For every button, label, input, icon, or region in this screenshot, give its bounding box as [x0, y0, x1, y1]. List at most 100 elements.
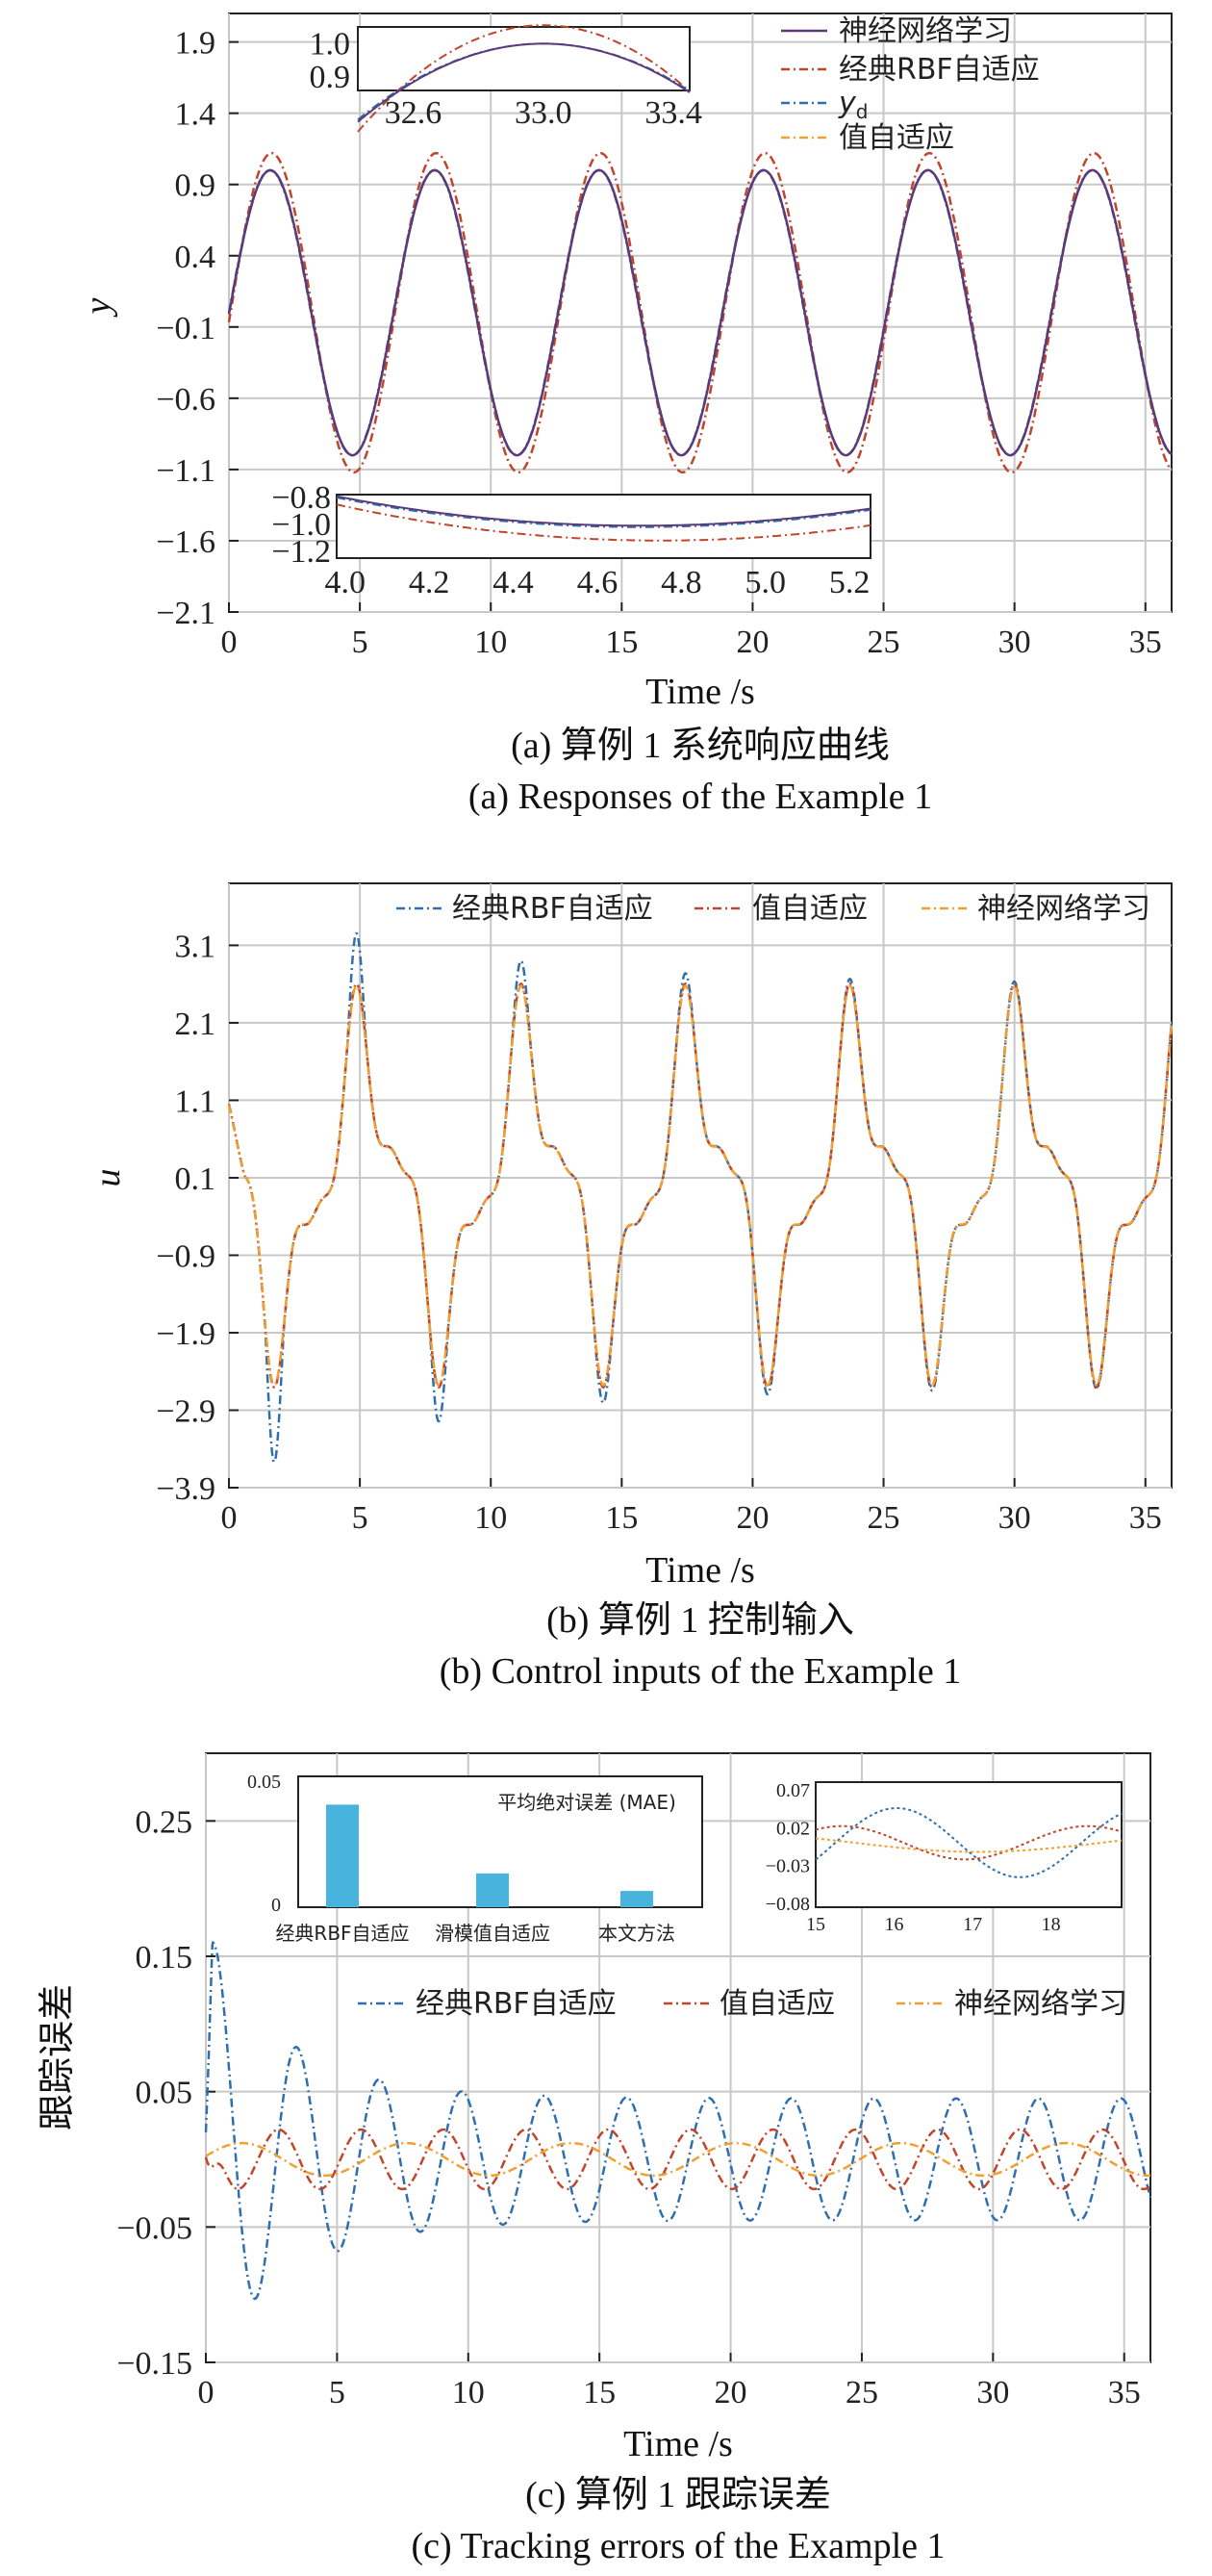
ytick-3: 0.4 — [175, 240, 216, 275]
xtick-4: 20 — [736, 625, 769, 660]
inset-bottom-series — [336, 495, 871, 542]
zoom-rbf — [815, 1807, 1123, 1878]
panel-b: 0 5 10 15 20 25 30 35 3.1 2.1 1.1 0.1 −0.9 −1.9 −2.9 −… — [88, 882, 1174, 1692]
ytick-5: −1.9 — [156, 1316, 215, 1352]
legend-c-nn: 神经网络学习 — [954, 1987, 1127, 2021]
inset2-xtick-1: 4.2 — [409, 565, 450, 600]
panel-a-ylabel: y — [78, 297, 118, 318]
xtick-5: 25 — [846, 2375, 878, 2410]
ytick-8: −2.1 — [156, 596, 215, 631]
bar-cat-0: 经典RBF自适应 — [275, 1922, 409, 1945]
legend-a-rbf: 经典RBF自适应 — [839, 53, 1040, 87]
panel-b-xlabel: Time /s — [645, 1550, 755, 1591]
panel-c-legend: 经典RBF自适应 值自适应 神经网络学习 — [358, 1987, 1127, 2021]
panel-c-series — [204, 1940, 1152, 2301]
panel-a-inset-top: 32.6 33.0 33.4 1.00.9 — [310, 24, 702, 133]
panel-c-xticks: 0 5 10 15 20 25 30 35 — [198, 2375, 1141, 2410]
panel-a-xlabel: Time /s — [645, 672, 755, 712]
series-c-rbf — [204, 1940, 1152, 2301]
series-b-val — [227, 982, 1174, 1390]
zoom-nn — [815, 1837, 1123, 1853]
xtick-2: 10 — [452, 2375, 485, 2410]
ytick-4: −0.9 — [156, 1238, 215, 1274]
legend-a-nn: 神经网络学习 — [839, 14, 1012, 48]
panel-b-yticks: 3.1 2.1 1.1 0.1 −0.9 −1.9 −2.9 −3.9 — [156, 929, 215, 1507]
inset2-xtick-4: 4.8 — [661, 565, 702, 600]
zoom-ytick-0: 0.07 — [776, 1780, 810, 1801]
xtick-4: 20 — [715, 2375, 747, 2410]
caption-c-en: (c) Tracking errors of the Example 1 — [411, 2526, 945, 2566]
xtick-7: 35 — [1129, 625, 1162, 660]
panel-c-zoom-inset: 15 16 17 18 0.07 0.02 −0.03 −0.08 — [766, 1780, 1123, 1935]
legend-a-yd: yd — [838, 87, 868, 123]
panel-b-grid — [228, 883, 1172, 1489]
xtick-3: 15 — [605, 625, 638, 660]
bar-inset-title: 平均绝对误差 (MAE) — [497, 1791, 676, 1814]
ytick-4: −0.15 — [116, 2346, 192, 2382]
panel-b-series — [227, 931, 1174, 1464]
ytick-2: 0.9 — [175, 168, 216, 204]
series-c-val — [204, 2128, 1151, 2191]
inset2-xtick-0: 4.0 — [324, 565, 366, 600]
panel-c: 0 5 10 15 20 25 30 35 0.25 0.15 0.05 −0.05 −0.15 Ti… — [38, 1752, 1152, 2566]
ytick-2: 1.1 — [175, 1084, 216, 1119]
ytick-0: 3.1 — [175, 929, 216, 964]
series-c-nn — [205, 2141, 1150, 2178]
zoom-inset-ticks: 15 16 17 18 0.07 0.02 −0.03 −0.08 — [766, 1780, 1061, 1935]
ytick-5: −0.6 — [156, 382, 215, 418]
panel-c-yticks: 0.25 0.15 0.05 −0.05 −0.15 — [116, 1804, 192, 2382]
panel-a-yticks: 1.9 1.4 0.9 0.4 −0.1 −0.6 −1.1 −1.6 −2.1 — [156, 26, 215, 631]
legend-a-val: 值自适应 — [839, 121, 954, 155]
panel-c-bar-inset: 平均绝对误差 (MAE) 0.05 0 经典RBF自适应 滑模值自适应 本文方法 — [247, 1772, 703, 1945]
inset2-xtick-6: 5.2 — [829, 565, 871, 600]
ytick-0: 1.9 — [175, 26, 216, 62]
xtick-1: 5 — [329, 2375, 345, 2410]
ytick-1: 1.4 — [175, 97, 216, 133]
xtick-2: 10 — [474, 625, 507, 660]
inset2-rbf — [336, 503, 871, 542]
series-rbf — [227, 151, 1173, 474]
legend-b-val: 值自适应 — [752, 892, 868, 926]
xtick-5: 25 — [868, 625, 900, 660]
xtick-6: 30 — [998, 625, 1031, 660]
zoom-xtick-2: 17 — [963, 1914, 982, 1935]
caption-a-cn: (a) 算例 1 系统响应曲线 — [511, 726, 890, 766]
ytick-6: −1.1 — [156, 453, 215, 489]
xtick-1: 5 — [352, 1500, 368, 1536]
xtick-0: 0 — [221, 625, 238, 660]
zoom-xtick-3: 18 — [1042, 1914, 1061, 1935]
ytick-1: 2.1 — [175, 1007, 216, 1042]
bar-ytick-1: 0 — [271, 1895, 281, 1916]
series-b-nn — [227, 983, 1174, 1388]
xtick-7: 35 — [1108, 2375, 1141, 2410]
xtick-3: 15 — [583, 2375, 616, 2410]
inset-bottom-ticks: 4.0 4.2 4.4 4.6 4.8 5.0 5.2 −0.8−1.0−1.2 — [271, 480, 870, 600]
panel-a: 0 5 10 15 20 25 30 35 1.9 1.4 0.9 0.4 −0.1 −0.6 −1.1 −… — [78, 13, 1173, 817]
panel-c-ylabel: 跟踪误差 — [38, 1984, 78, 2130]
xtick-2: 10 — [474, 1500, 507, 1536]
panel-b-ylabel: u — [88, 1169, 128, 1187]
ytick-1: 0.15 — [136, 1940, 193, 1976]
panel-a-series — [227, 151, 1173, 474]
legend-c-rbf: 经典RBF自适应 — [416, 1987, 617, 2021]
inset1-ytick-1: 0.9 — [310, 60, 351, 95]
inset2-ytick-2: −1.2 — [271, 534, 331, 570]
inset1-ytick-0: 1.0 — [310, 26, 351, 62]
inset1-nn — [357, 42, 691, 123]
ytick-3: 0.1 — [175, 1161, 216, 1197]
ytick-4: −0.1 — [156, 311, 215, 346]
bar-ytick-0: 0.05 — [247, 1772, 281, 1793]
series-nn — [227, 168, 1173, 457]
series-b-rbf — [227, 931, 1174, 1464]
legend-c-val: 值自适应 — [720, 1987, 835, 2021]
panel-a-inset-bottom: 4.0 4.2 4.4 4.6 4.8 5.0 5.2 −0.8−1.0−1.2 — [271, 480, 871, 600]
panel-b-frame — [228, 882, 1173, 1489]
inset2-xtick-5: 5.0 — [745, 565, 786, 600]
zoom-ytick-2: −0.03 — [766, 1856, 810, 1877]
xtick-3: 15 — [605, 1500, 638, 1536]
inset-top-ticks: 32.6 33.0 33.4 1.00.9 — [310, 26, 702, 131]
zoom-xtick-0: 15 — [806, 1914, 825, 1935]
legend-b-nn: 神经网络学习 — [977, 892, 1150, 926]
caption-b-en: (b) Control inputs of the Example 1 — [440, 1651, 961, 1692]
